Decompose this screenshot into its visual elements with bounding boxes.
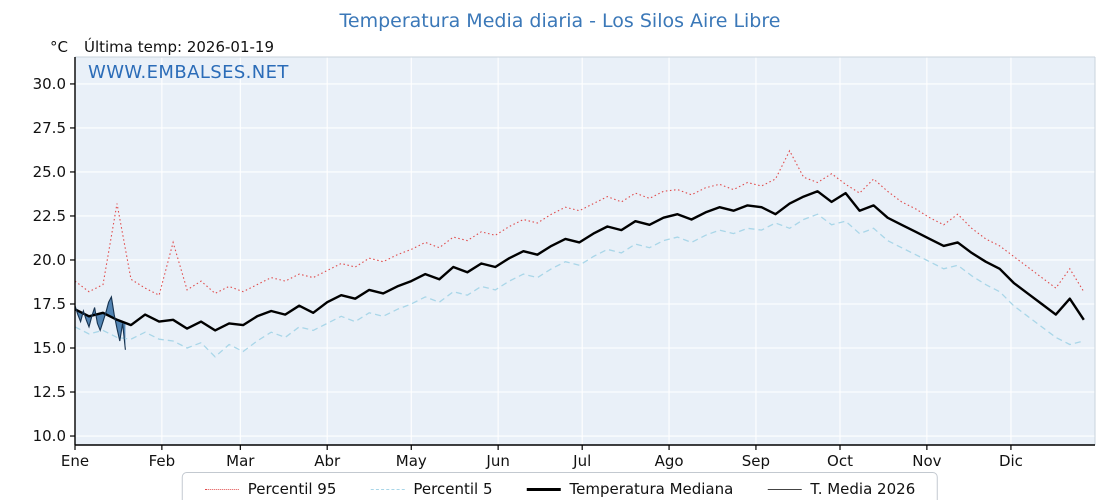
svg-text:10.0: 10.0 <box>33 427 66 445</box>
svg-text:Jun: Jun <box>485 452 509 470</box>
svg-text:Nov: Nov <box>912 452 941 470</box>
svg-text:Feb: Feb <box>149 452 176 470</box>
svg-text:27.5: 27.5 <box>33 119 66 137</box>
percentil-5-line-sample <box>370 488 405 490</box>
svg-text:Ago: Ago <box>655 452 684 470</box>
svg-text:17.5: 17.5 <box>33 295 66 313</box>
percentil-95-line-sample <box>204 488 239 490</box>
svg-text:Oct: Oct <box>827 452 853 470</box>
svg-text:Abr: Abr <box>314 452 341 470</box>
legend-item-t-media-2026: T. Media 2026 <box>767 480 915 498</box>
svg-text:30.0: 30.0 <box>33 75 66 93</box>
svg-text:25.0: 25.0 <box>33 163 66 181</box>
t-media-2026-line-sample <box>767 488 802 490</box>
chart-title: Temperatura Media diaria - Los Silos Air… <box>339 10 781 32</box>
chart-meta-row: °C Última temp: 2026-01-19 <box>50 38 274 56</box>
svg-text:Mar: Mar <box>226 452 255 470</box>
legend-label: Temperatura Mediana <box>569 480 734 498</box>
legend-item-mediana: Temperatura Mediana <box>526 480 733 498</box>
last-temp-label: Última temp: 2026-01-19 <box>83 38 274 56</box>
svg-text:22.5: 22.5 <box>33 207 66 225</box>
legend-label: Percentil 95 <box>247 480 337 498</box>
chart-legend: Percentil 95 Percentil 5 Temperatura Med… <box>181 472 939 500</box>
y-axis-unit-label: °C <box>50 38 68 56</box>
legend-item-percentil-5: Percentil 5 <box>370 480 492 498</box>
legend-label: T. Media 2026 <box>810 480 916 498</box>
svg-text:15.0: 15.0 <box>33 339 66 357</box>
svg-text:20.0: 20.0 <box>33 251 66 269</box>
svg-text:May: May <box>396 452 427 470</box>
mediana-line-sample <box>526 487 561 491</box>
watermark-text: WWW.EMBALSES.NET <box>88 62 289 83</box>
svg-text:Jul: Jul <box>572 452 591 470</box>
svg-text:Dic: Dic <box>999 452 1023 470</box>
legend-item-percentil-95: Percentil 95 <box>204 480 337 498</box>
legend-label: Percentil 5 <box>413 480 493 498</box>
svg-text:Ene: Ene <box>61 452 89 470</box>
svg-text:12.5: 12.5 <box>33 383 66 401</box>
svg-text:Sep: Sep <box>742 452 770 470</box>
